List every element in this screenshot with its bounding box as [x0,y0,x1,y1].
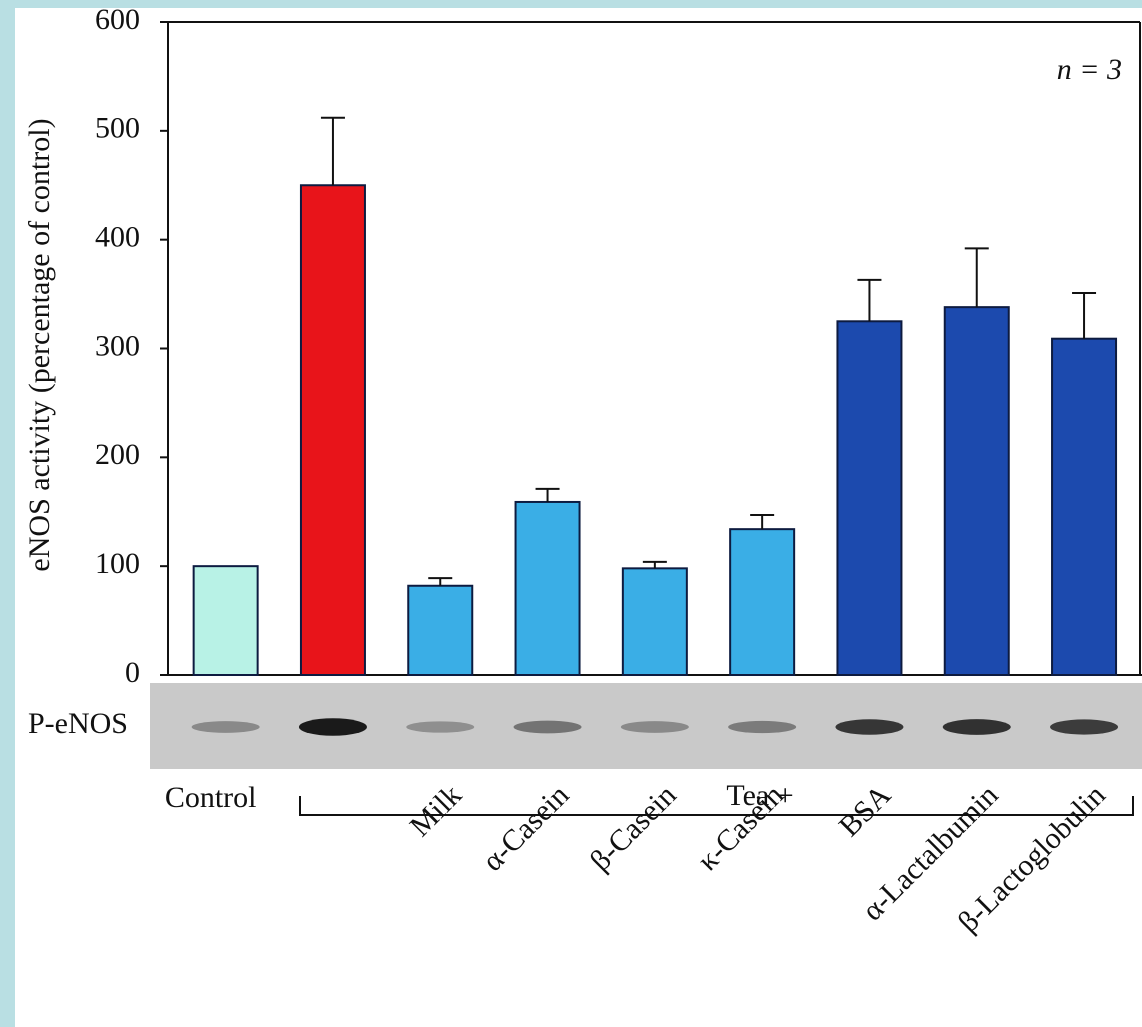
blot-band [514,721,582,734]
y-tick-label: 0 [125,656,140,689]
y-tick-label: 300 [95,329,140,362]
chart: eNOS activity (percentage of control) n … [0,0,1142,1027]
x-tick-label: Control [165,781,257,814]
page: eNOS activity (percentage of control) n … [0,0,1142,1027]
y-tick-label: 100 [95,547,140,580]
bar [945,307,1009,675]
blot-band [728,721,796,733]
bar [408,586,472,675]
blot-band [1050,719,1118,734]
blot-band [299,718,367,736]
y-tick-label: 400 [95,221,140,254]
blot-band [835,719,903,734]
bar [623,568,687,675]
bar [516,502,580,675]
blot-band [621,721,689,733]
y-tick-label: 500 [95,112,140,145]
y-tick-label: 200 [95,438,140,471]
bar [1052,339,1116,675]
annotation: n = 3 [1057,53,1122,86]
bar [837,321,901,675]
bar [194,566,258,675]
bar [730,529,794,675]
y-tick-label: 600 [95,3,140,36]
blot-label: P-eNOS [28,707,128,740]
blot-band [192,721,260,733]
bar [301,185,365,675]
y-axis-label: eNOS activity (percentage of control) [23,118,56,571]
blot-band [943,719,1011,735]
blot-band [406,721,474,732]
